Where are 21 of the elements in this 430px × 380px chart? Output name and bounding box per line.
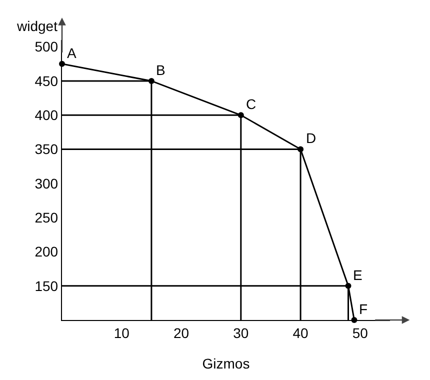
y-tick-label: 250 — [34, 209, 58, 226]
x-tick-label: 30 — [233, 324, 249, 341]
y-tick-label: 150 — [34, 278, 58, 294]
x-tick-label: 50 — [352, 324, 368, 341]
y-tick-label: 400 — [34, 107, 58, 124]
x-tick-label: 20 — [173, 324, 190, 341]
x-tick-label: 10 — [114, 324, 130, 341]
y-tick-label: 350 — [34, 141, 58, 158]
annotation: C — [246, 96, 256, 112]
y-tick-label: 450 — [34, 72, 58, 89]
x-axis-title: Gizmos — [202, 355, 250, 372]
y-axis-title: widget — [16, 18, 58, 34]
annotation: F — [359, 301, 368, 317]
y-tick-label: 300 — [34, 175, 58, 192]
x-tick-label: 40 — [292, 324, 309, 341]
annotation: A — [67, 45, 77, 61]
y-tick-label: 500 — [34, 38, 58, 55]
y-tick-label: 200 — [34, 244, 58, 260]
annotation: E — [353, 267, 362, 283]
annotation: B — [156, 62, 166, 78]
annotation: D — [306, 130, 316, 146]
